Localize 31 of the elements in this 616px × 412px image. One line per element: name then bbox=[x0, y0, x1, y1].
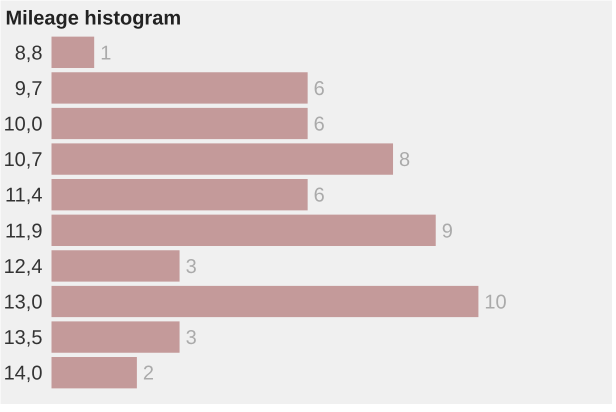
bar bbox=[52, 214, 436, 246]
y-tick-label: 8,8 bbox=[14, 42, 43, 64]
y-tick-label: 13,0 bbox=[4, 292, 43, 314]
bar bbox=[52, 357, 137, 388]
data-label: 6 bbox=[314, 78, 325, 100]
bar bbox=[52, 321, 180, 353]
bar bbox=[52, 286, 478, 318]
y-tick-label: 10,0 bbox=[4, 114, 43, 136]
data-label: 10 bbox=[484, 292, 507, 314]
y-tick-label: 12,4 bbox=[4, 256, 43, 278]
bar bbox=[52, 143, 394, 175]
data-label: 6 bbox=[314, 184, 325, 207]
data-label: 2 bbox=[142, 362, 154, 385]
y-tick-label: 10,7 bbox=[4, 149, 43, 172]
y-tick-label: 14,0 bbox=[4, 362, 43, 385]
bar bbox=[52, 72, 308, 104]
bar bbox=[52, 36, 94, 68]
data-label: 9 bbox=[442, 220, 453, 242]
y-tick-label: 11,4 bbox=[5, 184, 43, 207]
y-tick-label: 13,5 bbox=[4, 327, 43, 350]
y-tick-label: 9,7 bbox=[14, 78, 43, 100]
bar bbox=[52, 108, 308, 140]
chart-title: Mileage histogram bbox=[6, 8, 182, 30]
data-label: 6 bbox=[314, 114, 325, 136]
bar bbox=[52, 250, 180, 282]
bar bbox=[52, 179, 308, 210]
data-label: 3 bbox=[186, 256, 197, 278]
y-tick-label: 11,9 bbox=[5, 220, 43, 242]
data-label: 1 bbox=[100, 42, 112, 64]
data-label: 8 bbox=[399, 149, 410, 172]
data-label: 3 bbox=[186, 327, 197, 350]
